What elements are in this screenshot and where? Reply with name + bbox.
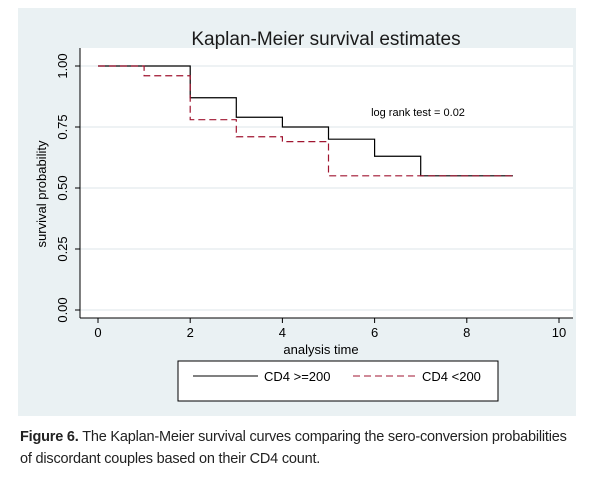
legend-label-series-1: CD4 >=200: [264, 369, 331, 384]
legend-label-series-2: CD4 <200: [422, 369, 481, 384]
axis-ticks: 0.00 0.25 0.50 0.75 1.00 0 2 4 6 8 10: [55, 53, 566, 340]
y-tick-label: 0.75: [55, 114, 70, 139]
y-tick-label: 0.50: [55, 175, 70, 200]
y-tick-label: 1.00: [55, 53, 70, 78]
x-tick-label: 0: [94, 325, 101, 340]
plot-area: [80, 48, 573, 318]
survival-curve-series-2: [98, 65, 513, 177]
legend-box: [177, 360, 499, 402]
caption-text: The Kaplan-Meier survival curves compari…: [20, 429, 567, 467]
annotation-text: log rank test = 0.02: [371, 107, 465, 119]
x-tick-label: 2: [187, 325, 194, 340]
legend: CD4 >=200 CD4 <200: [177, 360, 499, 402]
chart-title: Kaplan-Meier survival estimates: [191, 29, 460, 50]
km-chart: 0.00 0.25 0.50 0.75 1.00 0 2 4 6 8 10 Kaplan-Meier…: [34, 29, 573, 402]
survival-curve-series-1: [98, 65, 513, 177]
x-tick-label: 4: [279, 325, 286, 340]
x-tick-label: 8: [463, 325, 470, 340]
survival-curves: [98, 65, 513, 177]
x-tick-label: 10: [552, 325, 566, 340]
figure-caption: Figure 6. The Kaplan-Meier survival curv…: [20, 426, 580, 470]
y-tick-label: 0.00: [55, 297, 70, 322]
caption-label: Figure 6.: [20, 429, 79, 445]
x-axis-label: analysis time: [283, 342, 358, 357]
y-axis-label: survival probability: [34, 140, 49, 247]
figure-panel: 0.00 0.25 0.50 0.75 1.00 0 2 4 6 8 10 Kaplan-Meier…: [18, 8, 576, 416]
y-tick-label: 0.25: [55, 236, 70, 261]
x-tick-label: 6: [371, 325, 378, 340]
